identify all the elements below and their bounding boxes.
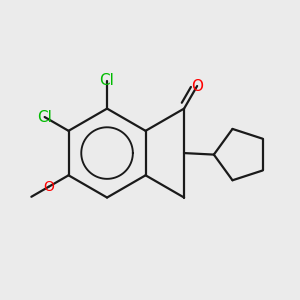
Text: Cl: Cl — [37, 110, 52, 124]
Text: O: O — [191, 79, 203, 94]
Text: Cl: Cl — [100, 74, 115, 88]
Text: O: O — [43, 180, 54, 194]
